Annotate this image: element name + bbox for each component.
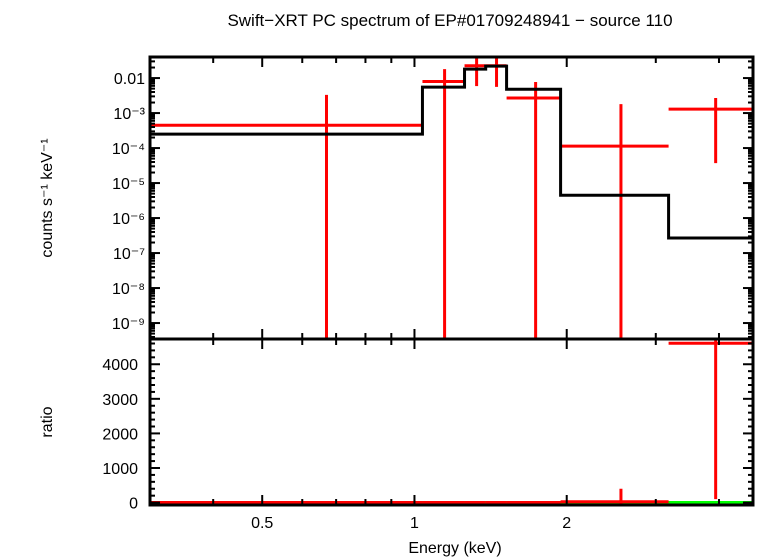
chart-title: Swift−XRT PC spectrum of EP#01709248941 … — [227, 11, 672, 30]
y-tick-label: 10⁻⁹ — [112, 316, 145, 333]
x-tick-label: 2 — [562, 515, 571, 532]
y-axis-label-bottom: ratio — [39, 406, 56, 437]
y-tick-label: 10⁻⁵ — [112, 176, 145, 193]
y-axis-label-top: counts s⁻¹ keV⁻¹ — [39, 138, 56, 257]
ratio-tick-label: 2000 — [102, 426, 138, 443]
y-tick-label: 10⁻⁸ — [112, 281, 145, 298]
ratio-tick-label: 4000 — [102, 357, 138, 374]
x-axis-label: Energy (keV) — [408, 540, 501, 557]
x-tick-label: 1 — [410, 515, 419, 532]
top-panel-frame — [148, 55, 755, 341]
ratio-tick-label: 3000 — [102, 392, 138, 409]
ratio-tick-label: 1000 — [102, 461, 138, 478]
y-tick-label: 10⁻³ — [113, 106, 145, 123]
y-tick-label: 10⁻⁶ — [112, 211, 145, 228]
y-tick-label: 10⁻⁴ — [112, 141, 145, 158]
ratio-tick-label: 0 — [129, 496, 138, 513]
x-tick-label: 0.5 — [251, 515, 273, 532]
bottom-panel-frame — [148, 337, 755, 507]
y-tick-label: 0.01 — [114, 71, 145, 88]
y-tick-label: 10⁻⁷ — [113, 246, 145, 263]
model-step-line — [150, 64, 753, 240]
